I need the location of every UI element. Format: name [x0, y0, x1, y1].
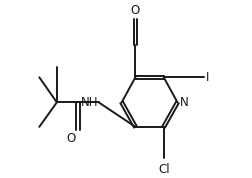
Text: O: O — [67, 132, 76, 145]
Text: Cl: Cl — [158, 163, 170, 176]
Text: N: N — [180, 96, 189, 109]
Text: NH: NH — [81, 96, 98, 109]
Text: O: O — [131, 4, 140, 17]
Text: I: I — [206, 71, 209, 84]
